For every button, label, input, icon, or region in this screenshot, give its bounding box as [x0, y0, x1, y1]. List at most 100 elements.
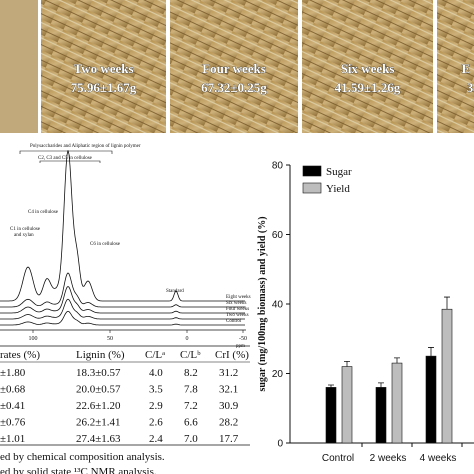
table-cell: 26.2±1.41: [76, 417, 121, 429]
curve-label: Four weeks: [226, 307, 249, 312]
table-cell: 6.6: [184, 417, 198, 429]
bar: [325, 387, 337, 444]
nmr-annotation: and xylan: [14, 233, 34, 238]
photo-value: 3: [467, 80, 474, 95]
table-cell: ±0.76: [0, 417, 26, 429]
photo: [170, 0, 298, 133]
table-cell: 31.2: [219, 367, 238, 379]
photo: [41, 0, 166, 133]
legend-label: Sugar: [326, 166, 352, 178]
error-bar: [328, 384, 334, 388]
error-bar: [394, 357, 400, 364]
bar: [441, 308, 453, 444]
photo-label: Six weeks: [341, 61, 395, 76]
bracket: [19, 150, 113, 154]
table-cell: 2.4: [149, 433, 163, 445]
curve-label: Eight weeks: [226, 295, 251, 300]
photo-shade: [0, 0, 38, 133]
x-tick-label: 50: [107, 336, 113, 342]
legend-label: Yield: [326, 183, 350, 195]
table-header: C/Lᵇ: [180, 349, 201, 361]
y-tick-label: 80: [272, 161, 284, 172]
nmr-annotation: C2, C3 and C5 in cellulose: [38, 156, 93, 161]
photo-shade: [302, 0, 433, 133]
table-cell: 18.3±0.57: [76, 367, 121, 379]
spectrum: [0, 310, 245, 326]
photo-shade: [41, 0, 166, 133]
curve-label: Control: [226, 319, 242, 324]
table-header: rates (%): [0, 349, 40, 361]
footnote: ed by chemical composition analysis.: [0, 451, 165, 463]
table-cell: 22.6±1.20: [76, 400, 121, 412]
photo-value: 75.96±1.67g: [71, 80, 137, 95]
legend-swatch: [302, 182, 322, 194]
table-cell: 3.5: [149, 384, 163, 396]
error-bar: [444, 296, 450, 310]
table-cell: 20.0±0.57: [76, 384, 121, 396]
photo-label: Two weeks: [73, 61, 133, 76]
table-header: C/Lᵃ: [145, 349, 165, 361]
x-tick-label: Control: [322, 453, 354, 464]
y-tick-label: 20: [272, 369, 284, 380]
x-axis-label: ppm: [236, 344, 245, 349]
photo-shade: [437, 0, 474, 133]
table-cell: 27.4±1.63: [76, 433, 121, 445]
table-cell: ±1.80: [0, 367, 26, 379]
spectrum: [0, 272, 245, 308]
bracket: [39, 160, 101, 163]
nmr-annotation: Standard: [166, 289, 184, 294]
table-cell: 4.0: [149, 367, 163, 379]
photo-value: 67.32±0.25g: [201, 80, 267, 95]
y-tick-label: 0: [277, 439, 283, 450]
photo-shade: [170, 0, 298, 133]
table-cell: 2.9: [149, 400, 163, 412]
legend-swatch: [302, 165, 322, 177]
table-cell: 8.2: [184, 367, 198, 379]
nmr-annotation: C6 in cellulose: [90, 242, 121, 247]
table-cell: 2.6: [149, 417, 163, 429]
table-cell: 32.1: [219, 384, 238, 396]
photo-strip: Two weeks 75.96±1.67g Four weeks 67.32±0.25…: [0, 0, 474, 133]
nmr-annotation: Polysaccharides and Aliphatic region of …: [30, 144, 141, 149]
table-cell: 7.0: [184, 433, 198, 445]
table-cell: 30.9: [219, 400, 239, 412]
table-header: CrI (%): [215, 349, 249, 361]
bar: [341, 366, 353, 444]
photo: [437, 0, 474, 133]
footnote: ed by solid state ¹³C NMR analysis.: [0, 466, 157, 474]
x-tick-label: -50: [239, 336, 247, 342]
x-tick-label: 2 weeks: [370, 453, 407, 464]
curve-label: Two weeks: [226, 313, 249, 318]
nmr-annotation: C1 in cellulose: [10, 227, 41, 232]
photo-value: 41.59±1.26g: [335, 80, 401, 95]
photo-label: Four weeks: [202, 61, 266, 76]
spectrum: [0, 150, 245, 302]
composition-table: rates (%) Lignin (%) C/Lᵃ C/Lᵇ CrI (%) ±1.80 1…: [0, 345, 250, 474]
spectrum: [0, 298, 245, 320]
table-cell: ±0.68: [0, 384, 26, 396]
x-tick-label: 0: [186, 336, 189, 342]
error-bar: [344, 360, 350, 367]
table-cell: 7.2: [184, 400, 198, 412]
x-tick-label: 4 weeks: [420, 453, 457, 464]
table-cell: 17.7: [219, 433, 239, 445]
y-tick-label: 40: [272, 300, 284, 311]
table-cell: ±1.01: [0, 433, 25, 445]
error-bar: [428, 347, 434, 357]
error-bar: [378, 382, 384, 388]
bar-chart: 0 20 40 60 80 sugar (mg/100mg biomass) and yi…: [257, 161, 474, 464]
table-cell: ±0.41: [0, 400, 25, 412]
bar: [425, 355, 437, 444]
y-axis-label: sugar (mg/100mg biomass) and yield (%): [257, 216, 268, 391]
x-tick-label: 100: [29, 336, 38, 342]
table-cell: 7.8: [184, 384, 198, 396]
photo: [302, 0, 433, 133]
table-header: Lignin (%): [76, 349, 125, 361]
nmr-annotation: C4 in cellulose: [28, 210, 59, 215]
y-tick-label: 60: [272, 230, 284, 241]
curve-label: Six weeks: [226, 301, 246, 306]
photo-label: E: [462, 61, 471, 76]
